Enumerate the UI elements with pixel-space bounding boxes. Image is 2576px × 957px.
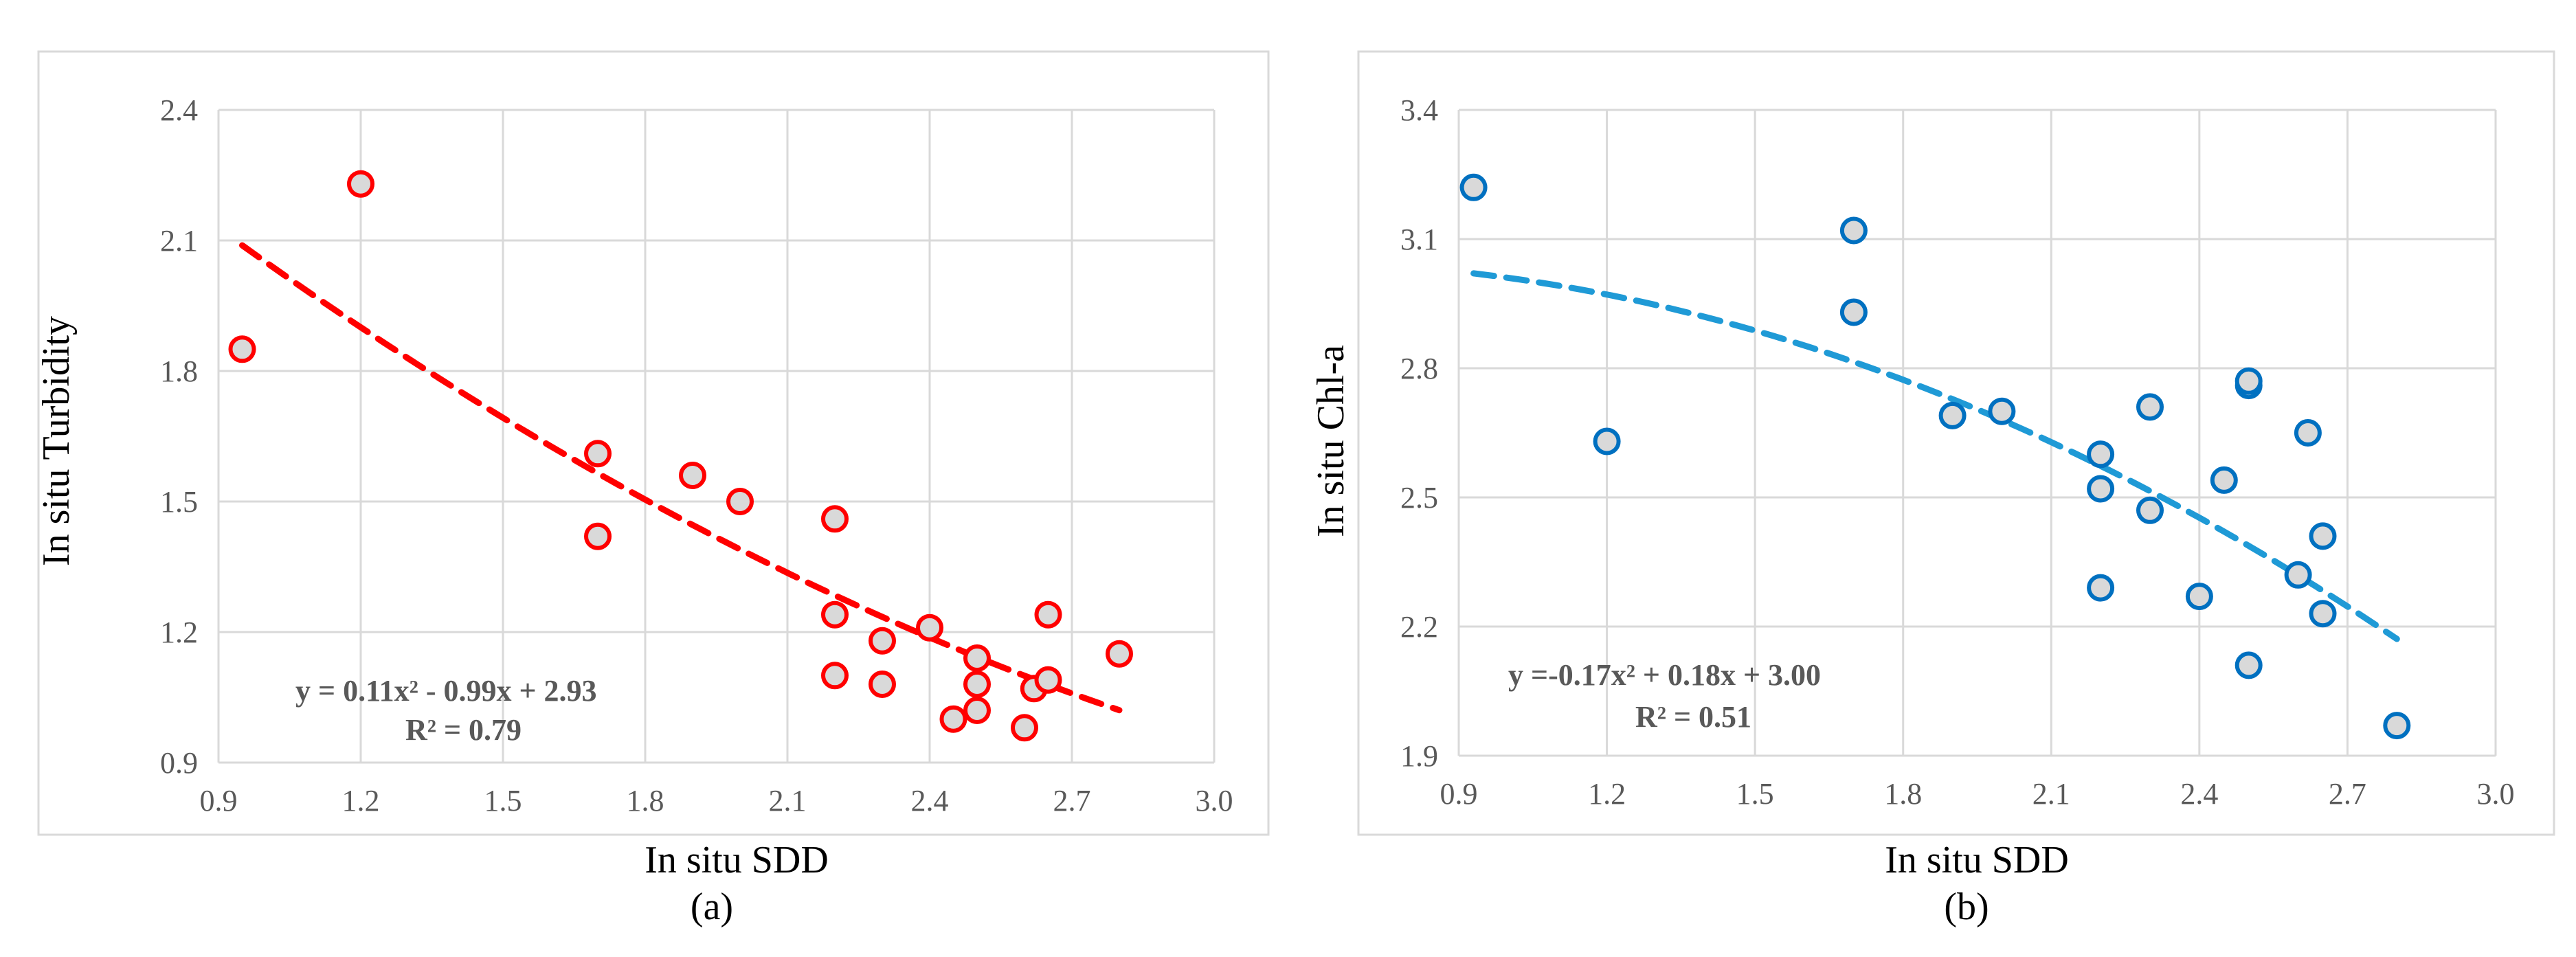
chart-b-point — [1459, 173, 1488, 201]
chart-b-caption: (b) — [1944, 886, 1989, 928]
chart-a-xtick: 1.8 — [627, 784, 664, 818]
chart-b-point — [2210, 466, 2238, 494]
chart-a-point — [347, 170, 374, 198]
chart-a-ytick: 2.1 — [160, 224, 198, 258]
chart-a-point — [963, 671, 991, 698]
chart-b-points — [1459, 173, 2411, 740]
chart-b-ytick: 2.8 — [1400, 352, 1438, 385]
chart-a-caption: (a) — [691, 886, 733, 928]
chart-b-equation: y =-0.17x² + 0.18x + 3.00 — [1508, 658, 1821, 692]
chart-b-point — [2185, 583, 2213, 611]
chart-a-r2: R² = 0.79 — [405, 713, 522, 747]
chart-a-point — [1106, 640, 1133, 668]
chart-a-point — [821, 505, 849, 533]
chart-a-ytick: 1.5 — [160, 485, 198, 519]
chart-a-point — [963, 697, 991, 724]
chart-b-ylabel: In situ Chl-a — [1310, 345, 1352, 537]
chart-a-xtick: 1.5 — [484, 784, 522, 818]
chart-panel-b: 0.9 1.2 1.5 1.8 2.1 2.4 2.7 3.0 1.9 2.2 2.5 2.8 3.1 3… — [1310, 50, 2555, 928]
chart-a-point — [939, 705, 967, 733]
chart-a-point — [584, 440, 612, 468]
chart-b-xtick: 1.2 — [1588, 777, 1626, 811]
chart-a-ytick: 0.9 — [160, 746, 198, 780]
chart-b-xtick: 2.4 — [2180, 777, 2218, 811]
chart-a-point — [1034, 600, 1062, 629]
chart-b-xlabel: In situ SDD — [1885, 839, 2069, 881]
chart-b-xtick: 1.5 — [1736, 777, 1774, 811]
chart-a-grid — [217, 109, 1216, 764]
chart-a-point — [963, 644, 991, 672]
chart-a-xtick: 2.4 — [911, 784, 949, 818]
chart-a-xtick: 3.0 — [1196, 784, 1233, 818]
chart-b-xtick: 2.1 — [2032, 777, 2070, 811]
chart-b-grid — [1457, 109, 2497, 757]
chart-b-point — [1593, 427, 1621, 455]
chart-b-point — [2309, 522, 2337, 550]
chart-b-point — [2235, 651, 2263, 679]
chart-b-point — [2284, 561, 2312, 589]
chart-b-trendline — [1470, 270, 2400, 642]
chart-a-point — [584, 522, 612, 550]
chart-b-point — [2087, 475, 2115, 503]
chart-b-point — [1938, 401, 1967, 429]
chart-a-xtick: 2.7 — [1053, 784, 1091, 818]
chart-a-point — [726, 488, 754, 515]
chart-b-point — [2294, 419, 2322, 447]
chart-b-point — [2136, 393, 2164, 421]
chart-b-xtick: 0.9 — [1440, 777, 1478, 811]
chart-a-point — [821, 662, 849, 690]
chart-b-xtick: 2.7 — [2329, 777, 2366, 811]
chart-a-point — [869, 671, 896, 698]
chart-panel-a: 0.9 1.2 1.5 1.8 2.1 2.4 2.7 3.0 0.9 1.2 1.5 1.8 2.1 2… — [35, 50, 1270, 928]
chart-a-point — [1011, 714, 1038, 742]
chart-b-ytick: 3.1 — [1400, 223, 1438, 256]
chart-a-xtick: 1.2 — [342, 784, 380, 818]
chart-a-xlabel: In situ SDD — [645, 839, 829, 881]
chart-b-r2: R² = 0.51 — [1635, 700, 1751, 734]
chart-b-point — [2136, 496, 2164, 524]
chart-b-point — [2383, 712, 2411, 740]
chart-b-ytick: 2.5 — [1400, 481, 1438, 515]
chart-a-point — [916, 613, 943, 642]
chart-a-equation: y = 0.11x² - 0.99x + 2.93 — [295, 674, 597, 708]
chart-a-ticks: 0.9 1.2 1.5 1.8 2.1 2.4 2.7 3.0 0.9 1.2 1.5 1.8 2.1 2… — [160, 93, 1233, 818]
chart-a-ytick: 1.8 — [160, 354, 198, 388]
chart-a-ylabel: In situ Turbidity — [35, 316, 78, 566]
chart-b-point — [2087, 440, 2115, 469]
chart-b-point — [2087, 574, 2115, 602]
chart-a-point — [1034, 666, 1062, 694]
chart-b-ytick: 2.2 — [1400, 610, 1438, 644]
chart-b-ytick: 1.9 — [1400, 739, 1438, 773]
chart-b-point — [1988, 397, 2016, 425]
chart-a-xtick: 2.1 — [769, 784, 807, 818]
chart-b-point — [2309, 600, 2337, 628]
chart-a-point — [228, 335, 256, 363]
chart-b-frame — [1357, 50, 2555, 836]
chart-b-point — [1839, 298, 1868, 326]
chart-b-xtick: 3.0 — [2477, 777, 2515, 811]
chart-b-xtick: 1.8 — [1884, 777, 1922, 811]
chart-a-point — [821, 600, 849, 629]
chart-a-ytick: 2.4 — [160, 93, 198, 127]
chart-a-point — [869, 627, 896, 655]
chart-b-point — [1839, 216, 1868, 245]
chart-b-ticks: 0.9 1.2 1.5 1.8 2.1 2.4 2.7 3.0 1.9 2.2 2.5 2.8 3.1 3… — [1400, 93, 2515, 811]
chart-a-frame — [37, 50, 1270, 836]
chart-a-points — [228, 170, 1133, 742]
chart-a-xtick: 0.9 — [200, 784, 238, 818]
chart-a-point — [679, 462, 706, 489]
chart-b-ytick: 3.4 — [1400, 93, 1438, 127]
chart-b-point — [2235, 367, 2263, 395]
chart-a-ytick: 1.2 — [160, 616, 198, 649]
